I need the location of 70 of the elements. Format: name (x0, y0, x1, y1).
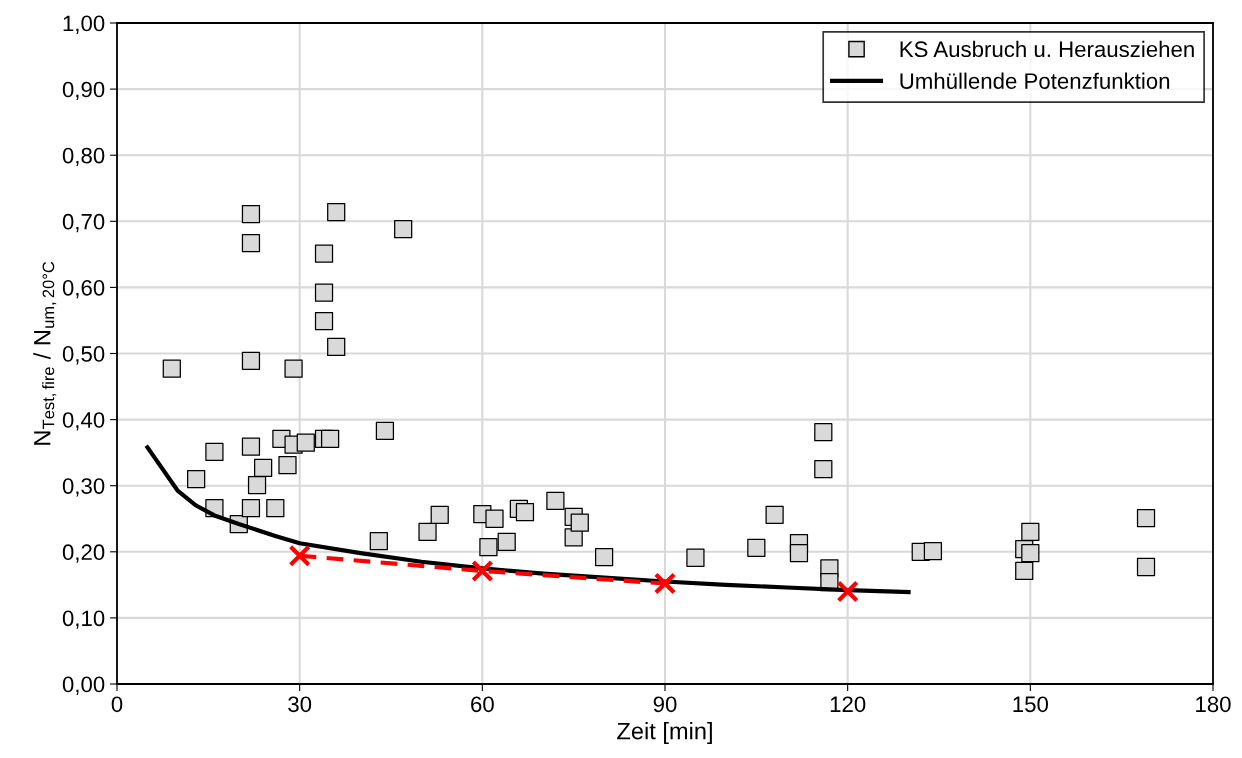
x-tick-label: 120 (830, 696, 866, 713)
x-tick-label: 180 (1196, 696, 1231, 713)
point (327, 202, 346, 222)
point (369, 532, 388, 551)
point (394, 220, 413, 239)
point (765, 505, 784, 524)
point (515, 503, 535, 522)
point (288, 544, 311, 567)
point (814, 460, 833, 479)
point (314, 244, 334, 263)
point (479, 538, 498, 557)
point (327, 337, 346, 357)
point (241, 204, 261, 224)
point (375, 421, 395, 440)
x-tick-label: 60 (471, 696, 494, 713)
y-tick-label: 0,60 (62, 279, 105, 299)
y-tick-label: 0,30 (62, 478, 105, 497)
point (836, 580, 859, 603)
point (923, 542, 943, 561)
point (653, 572, 677, 595)
point (471, 559, 494, 583)
point (254, 458, 273, 477)
point (314, 283, 334, 302)
x-tick-label: 90 (653, 696, 677, 713)
y-tick-label: 0,40 (62, 412, 105, 431)
point (241, 499, 261, 518)
point (1021, 522, 1040, 542)
point (205, 442, 224, 462)
x-tick-label: 150 (1013, 696, 1048, 713)
legend-label: KS Ausbruch u. Herausziehen (900, 40, 1194, 58)
point (789, 543, 809, 563)
point (497, 532, 516, 552)
point (1136, 557, 1156, 577)
y-tick-label: 0,20 (62, 544, 105, 563)
x-axis-title: Zeit [min] (617, 722, 712, 745)
point (1015, 561, 1034, 581)
point (1021, 543, 1040, 563)
y-axis-title: N$_{Test,fire}$ / N$_{um,20°C}$ (33, 261, 57, 445)
y-tick-label: 0,00 (62, 676, 105, 695)
y-tick-label: 0,70 (62, 213, 105, 233)
x-tick-label: 0 (111, 696, 123, 713)
legend-label: Umhüllende Potenzfunktion (900, 72, 1170, 89)
point (314, 311, 334, 331)
point (187, 469, 206, 489)
point (241, 233, 261, 253)
point (162, 359, 181, 378)
point (594, 547, 614, 567)
point (418, 522, 437, 542)
y-tick-label: 0,80 (62, 147, 105, 167)
y-tick-label: 0,90 (62, 81, 105, 100)
x-tick-label: 30 (288, 696, 312, 713)
point (296, 433, 315, 452)
y-tick-label: 0,10 (62, 610, 105, 629)
point (241, 351, 261, 370)
point (266, 499, 285, 518)
y-tick-label: 1,00 (63, 15, 105, 34)
point (247, 475, 267, 495)
point (546, 491, 565, 511)
point (814, 423, 833, 442)
point (686, 548, 705, 567)
point (284, 359, 303, 378)
point (570, 513, 589, 532)
point (1136, 508, 1156, 528)
point (320, 429, 340, 448)
point (747, 538, 766, 557)
point (278, 456, 297, 475)
point (241, 437, 261, 456)
y-tick-label: 0,50 (62, 346, 105, 365)
point (485, 509, 504, 528)
point (430, 505, 449, 524)
